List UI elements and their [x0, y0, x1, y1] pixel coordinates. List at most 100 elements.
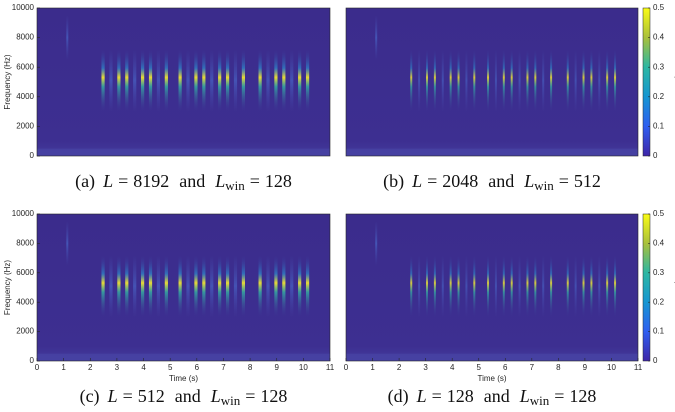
- y-tick-label: 0: [30, 356, 35, 365]
- plot-frame: [345, 213, 639, 362]
- spectrogram-texture: [194, 255, 198, 317]
- caption-equals: =: [250, 171, 260, 191]
- spectrogram-texture: [582, 49, 585, 112]
- spectrogram-texture: [233, 255, 238, 317]
- spectrogram-texture: [233, 49, 238, 112]
- spectrogram-texture: [433, 255, 436, 317]
- spectrogram-texture: [375, 15, 378, 60]
- x-tick-label: 5: [168, 363, 173, 372]
- spectrogram-texture: [465, 49, 468, 112]
- spectrogram-texture: [534, 49, 537, 112]
- spectrogram-texture: [473, 255, 476, 317]
- spectrogram-texture: [298, 49, 302, 112]
- colorbar-tick-label: 0.1: [653, 122, 665, 131]
- spectrogram-texture: [141, 255, 145, 317]
- y-tick-label: 0: [30, 151, 35, 160]
- spectrogram-texture: [164, 49, 168, 112]
- spectrogram-texture: [410, 49, 413, 112]
- caption-label: (c): [80, 386, 100, 407]
- spectrogram-texture: [133, 49, 137, 112]
- spectrogram-texture: [550, 255, 553, 317]
- x-axis-label: Time (s): [477, 374, 506, 383]
- y-axis-label: Frequency (Hz): [3, 260, 12, 315]
- colorbar-tick-label: 0.5: [653, 209, 665, 218]
- x-tick-label: 7: [221, 363, 226, 372]
- spectrogram-texture: [305, 255, 310, 317]
- spectrogram-texture: [133, 255, 137, 317]
- x-tick-label: 0: [344, 363, 349, 372]
- spectrogram-texture: [109, 255, 113, 317]
- spectrogram-texture: [266, 49, 270, 112]
- caption-symbol: L: [107, 386, 118, 406]
- caption-equals: =: [245, 386, 255, 406]
- caption-value: 8192: [133, 171, 169, 191]
- caption-value: 512: [574, 171, 601, 191]
- spectrogram-texture: [526, 49, 529, 112]
- colorbar-tick-label: 0.4: [653, 33, 665, 42]
- caption-and: and: [484, 386, 510, 406]
- spectrogram-texture: [290, 49, 294, 112]
- x-tick-label: 1: [61, 363, 66, 372]
- y-axis-label: Frequency (Hz): [3, 54, 12, 109]
- caption-value: 128: [265, 171, 292, 191]
- x-tick-label: 9: [583, 363, 588, 372]
- x-tick-label: 4: [450, 363, 455, 372]
- spectrogram-texture: [487, 49, 490, 112]
- spectrogram-texture: [274, 255, 278, 317]
- spectrogram-texture: [125, 255, 129, 317]
- spectrogram-texture: [566, 255, 569, 317]
- spectrogram-texture: [426, 255, 429, 317]
- spectrogram-texture: [426, 49, 429, 112]
- caption-symbol: L: [102, 171, 113, 191]
- x-tick-label: 6: [195, 363, 200, 372]
- spectrogram-background: [346, 8, 638, 156]
- y-tick-label: 6000: [16, 268, 34, 277]
- spectrogram-texture: [375, 221, 378, 266]
- spectrogram-texture: [241, 49, 246, 112]
- colorbar-tick-label: 0.4: [653, 239, 665, 248]
- spectrogram-texture: [574, 255, 577, 317]
- spectrogram-texture: [606, 49, 609, 112]
- caption-subscript: win: [530, 393, 550, 408]
- caption-symbol: L: [519, 386, 530, 406]
- spectrogram-texture: [156, 255, 161, 317]
- spectrogram-texture: [590, 255, 593, 317]
- y-tick-label: 2000: [16, 327, 34, 336]
- spectrogram-texture: [148, 255, 153, 317]
- caption-subscript: win: [225, 178, 245, 193]
- caption-equals: =: [118, 171, 128, 191]
- spectrogram-panel: 0 2000 4000 6000 8000 10000 Frequency (Hz): [3, 3, 331, 160]
- spectrogram-texture: [518, 49, 521, 112]
- spectrogram-texture: [418, 255, 421, 317]
- spectrogram-texture: [346, 148, 638, 156]
- spectrogram-texture: [510, 49, 513, 112]
- spectrogram-texture: [305, 49, 310, 112]
- spectrogram-texture: [202, 255, 206, 317]
- spectrogram-texture: [101, 255, 105, 317]
- spectrogram-texture: [148, 49, 153, 112]
- spectrogram-texture: [614, 49, 617, 112]
- spectrogram-background: [346, 214, 638, 361]
- caption-equals: =: [432, 386, 442, 406]
- plot-frame: [345, 7, 639, 157]
- spectrogram-texture: [194, 49, 198, 112]
- spectrogram-texture: [606, 255, 609, 317]
- spectrogram-texture: [178, 255, 182, 317]
- caption: (d) L = 128 and Lwin = 128: [388, 386, 597, 408]
- caption-equals: =: [554, 386, 564, 406]
- caption-symbol: L: [210, 386, 221, 406]
- spectrogram-texture: [66, 221, 69, 266]
- spectrogram-texture: [241, 255, 246, 317]
- colorbar-tick-label: 0.1: [653, 327, 665, 336]
- x-tick-label: 2: [397, 363, 402, 372]
- spectrogram-background: [37, 8, 330, 156]
- spectrogram-texture: [218, 49, 222, 112]
- spectrogram-texture: [156, 49, 161, 112]
- x-tick-label: 3: [115, 363, 120, 372]
- spectrogram-texture: [449, 49, 452, 112]
- x-tick-label: 8: [556, 363, 561, 372]
- spectrogram-texture: [109, 49, 113, 112]
- caption-label: (d): [388, 386, 409, 407]
- spectrogram-texture: [502, 49, 505, 112]
